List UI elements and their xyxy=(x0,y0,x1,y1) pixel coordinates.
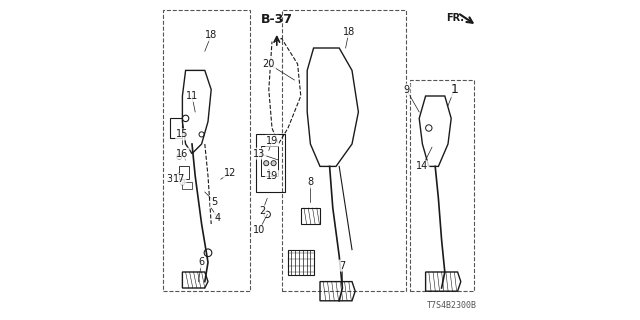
Text: 3: 3 xyxy=(166,174,173,184)
Bar xyxy=(163,10,250,291)
Bar xyxy=(282,10,406,291)
Text: 9: 9 xyxy=(403,84,410,95)
Circle shape xyxy=(264,161,269,166)
Text: 4: 4 xyxy=(214,212,221,223)
Text: 12: 12 xyxy=(224,168,237,178)
Text: T7S4B2300B: T7S4B2300B xyxy=(427,301,477,310)
Text: 7: 7 xyxy=(339,260,346,271)
Text: 18: 18 xyxy=(342,27,355,37)
Bar xyxy=(410,80,474,291)
Text: 19: 19 xyxy=(266,136,278,146)
Text: FR.: FR. xyxy=(446,13,464,23)
Text: B-37: B-37 xyxy=(261,13,293,26)
Bar xyxy=(182,182,192,189)
Text: 15: 15 xyxy=(176,129,189,140)
Text: 17: 17 xyxy=(173,174,186,184)
Text: 11: 11 xyxy=(186,91,198,101)
Bar xyxy=(179,166,189,179)
Bar xyxy=(256,134,285,192)
Text: 19: 19 xyxy=(266,171,278,181)
Text: 13: 13 xyxy=(253,148,266,159)
Text: 20: 20 xyxy=(262,59,275,69)
Text: 5: 5 xyxy=(211,196,218,207)
Text: 10: 10 xyxy=(253,225,266,236)
Text: 6: 6 xyxy=(198,257,205,268)
Text: 16: 16 xyxy=(176,148,189,159)
Text: 18: 18 xyxy=(205,30,218,40)
Text: 14: 14 xyxy=(416,161,429,172)
Text: 2: 2 xyxy=(259,206,266,216)
Bar xyxy=(261,146,278,176)
Text: 8: 8 xyxy=(307,177,314,188)
Bar xyxy=(170,118,182,138)
Circle shape xyxy=(271,161,276,166)
Text: 1: 1 xyxy=(451,83,458,96)
